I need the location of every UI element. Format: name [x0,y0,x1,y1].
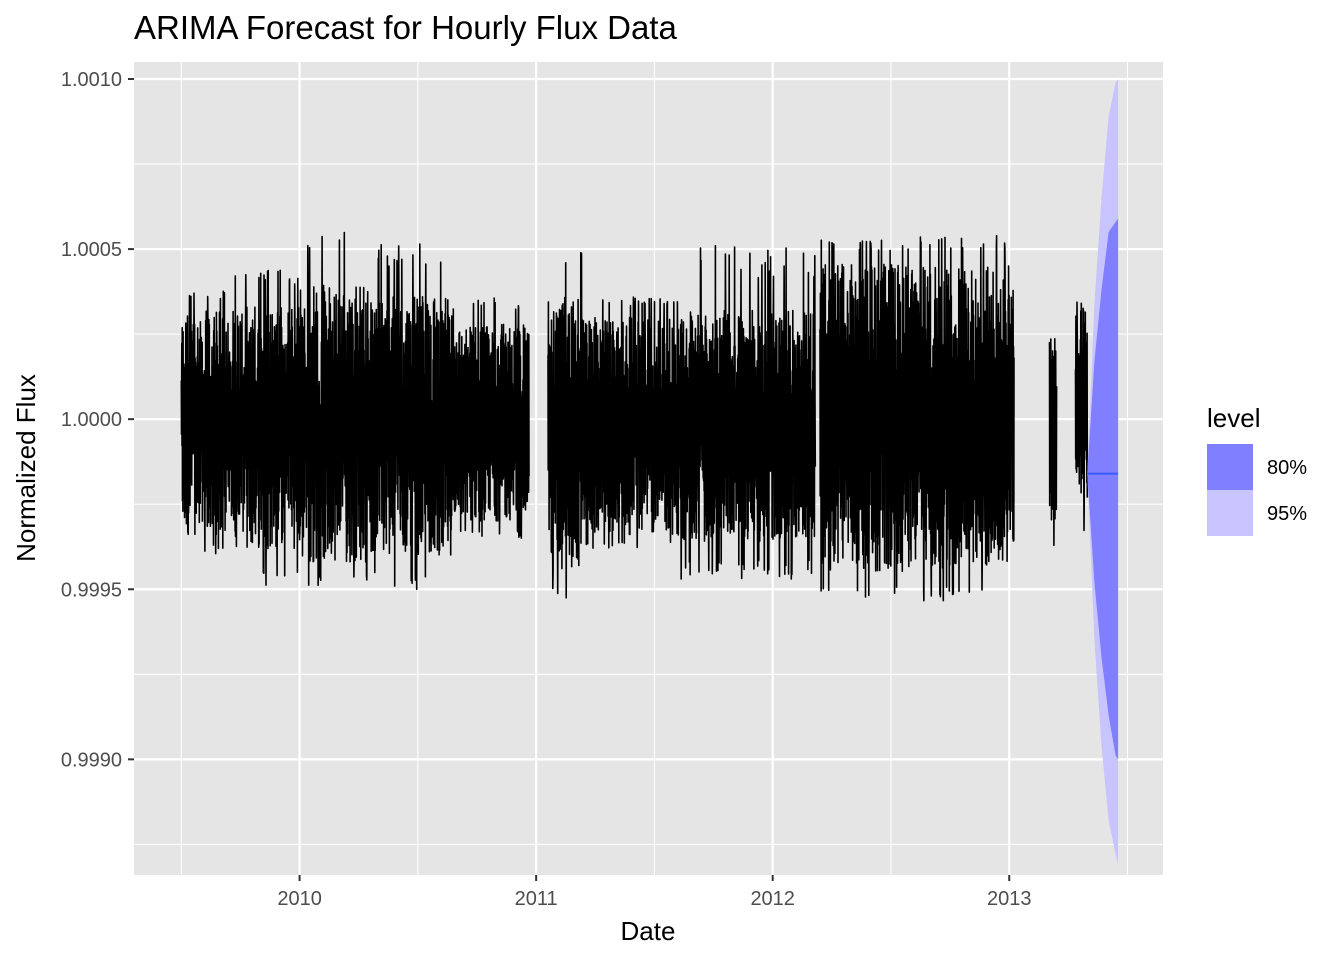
x-tick-label: 2011 [515,888,558,910]
forecast-series [1087,79,1119,865]
y-axis: 1.0010 1.0005 1.0000 0.9995 0.9990 [61,69,134,771]
observed-line-segment [1074,301,1089,532]
legend-label: 95% [1267,503,1307,525]
y-axis-title: Normalized Flux [11,374,41,562]
legend-label: 80% [1267,457,1307,479]
observed-line-segment [180,290,230,555]
observed-line-segment [582,296,679,549]
legend-key-80 [1207,444,1253,490]
observed-line-segment [1048,338,1058,547]
observed-series [180,231,1089,602]
observed-line-segment [452,297,530,539]
observed-line-segment [227,269,301,586]
forecast-band-80 [1087,218,1119,760]
chart-title: ARIMA Forecast for Hourly Flux Data [134,9,677,46]
y-tick-label: 0.9990 [61,749,122,771]
observed-line-segment [677,245,817,580]
y-tick-label: 1.0005 [61,239,122,261]
observed-line-segment [902,235,1015,602]
y-tick-label: 1.0010 [61,69,122,91]
x-tick-label: 2013 [987,888,1032,910]
legend: level 80% 95% [1207,403,1307,536]
legend-key-95 [1207,490,1253,536]
observed-line-segment [547,251,585,599]
legend-entries: 80% 95% [1207,444,1307,536]
x-axis: 2010 2011 2012 2013 [277,875,1031,910]
x-axis-title: Date [621,916,676,946]
observed-line-segment [819,239,904,598]
legend-title: level [1207,403,1260,433]
x-tick-label: 2012 [750,888,795,910]
y-tick-label: 1.0000 [61,409,122,431]
x-tick-label: 2010 [277,888,322,910]
observed-line-segment [369,243,455,590]
observed-line-segment [298,231,372,586]
y-tick-label: 0.9995 [61,579,122,601]
